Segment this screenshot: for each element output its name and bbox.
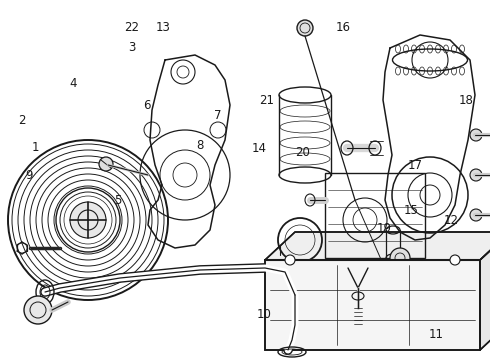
Text: 21: 21 (260, 94, 274, 107)
Bar (265, 260, 480, 350)
Text: 13: 13 (155, 21, 171, 33)
Circle shape (70, 202, 106, 238)
Text: 15: 15 (404, 203, 418, 216)
Polygon shape (480, 232, 490, 350)
Circle shape (470, 209, 482, 221)
Circle shape (99, 157, 113, 171)
Circle shape (297, 20, 313, 36)
Text: 16: 16 (336, 21, 350, 33)
Text: 5: 5 (114, 194, 122, 207)
Text: 6: 6 (143, 99, 151, 112)
Text: 8: 8 (196, 139, 204, 152)
Text: 11: 11 (428, 328, 443, 342)
Text: 22: 22 (124, 21, 140, 33)
Circle shape (390, 248, 410, 268)
Text: 4: 4 (69, 77, 77, 90)
Text: 7: 7 (214, 108, 222, 122)
Text: 20: 20 (295, 145, 311, 158)
Text: 18: 18 (459, 94, 473, 107)
Text: 1: 1 (31, 140, 39, 153)
Text: 2: 2 (18, 113, 26, 126)
Bar (265, 260, 480, 350)
Text: 17: 17 (408, 158, 422, 171)
Circle shape (470, 169, 482, 181)
Text: 10: 10 (257, 309, 271, 321)
Text: 19: 19 (376, 221, 392, 234)
Circle shape (470, 129, 482, 141)
Polygon shape (265, 232, 490, 260)
Bar (325, 173, 425, 258)
Circle shape (285, 255, 295, 265)
Circle shape (450, 255, 460, 265)
Text: 3: 3 (128, 41, 136, 54)
Text: 12: 12 (443, 213, 459, 226)
Circle shape (24, 296, 52, 324)
Text: 14: 14 (251, 141, 267, 154)
Text: 9: 9 (25, 168, 33, 181)
